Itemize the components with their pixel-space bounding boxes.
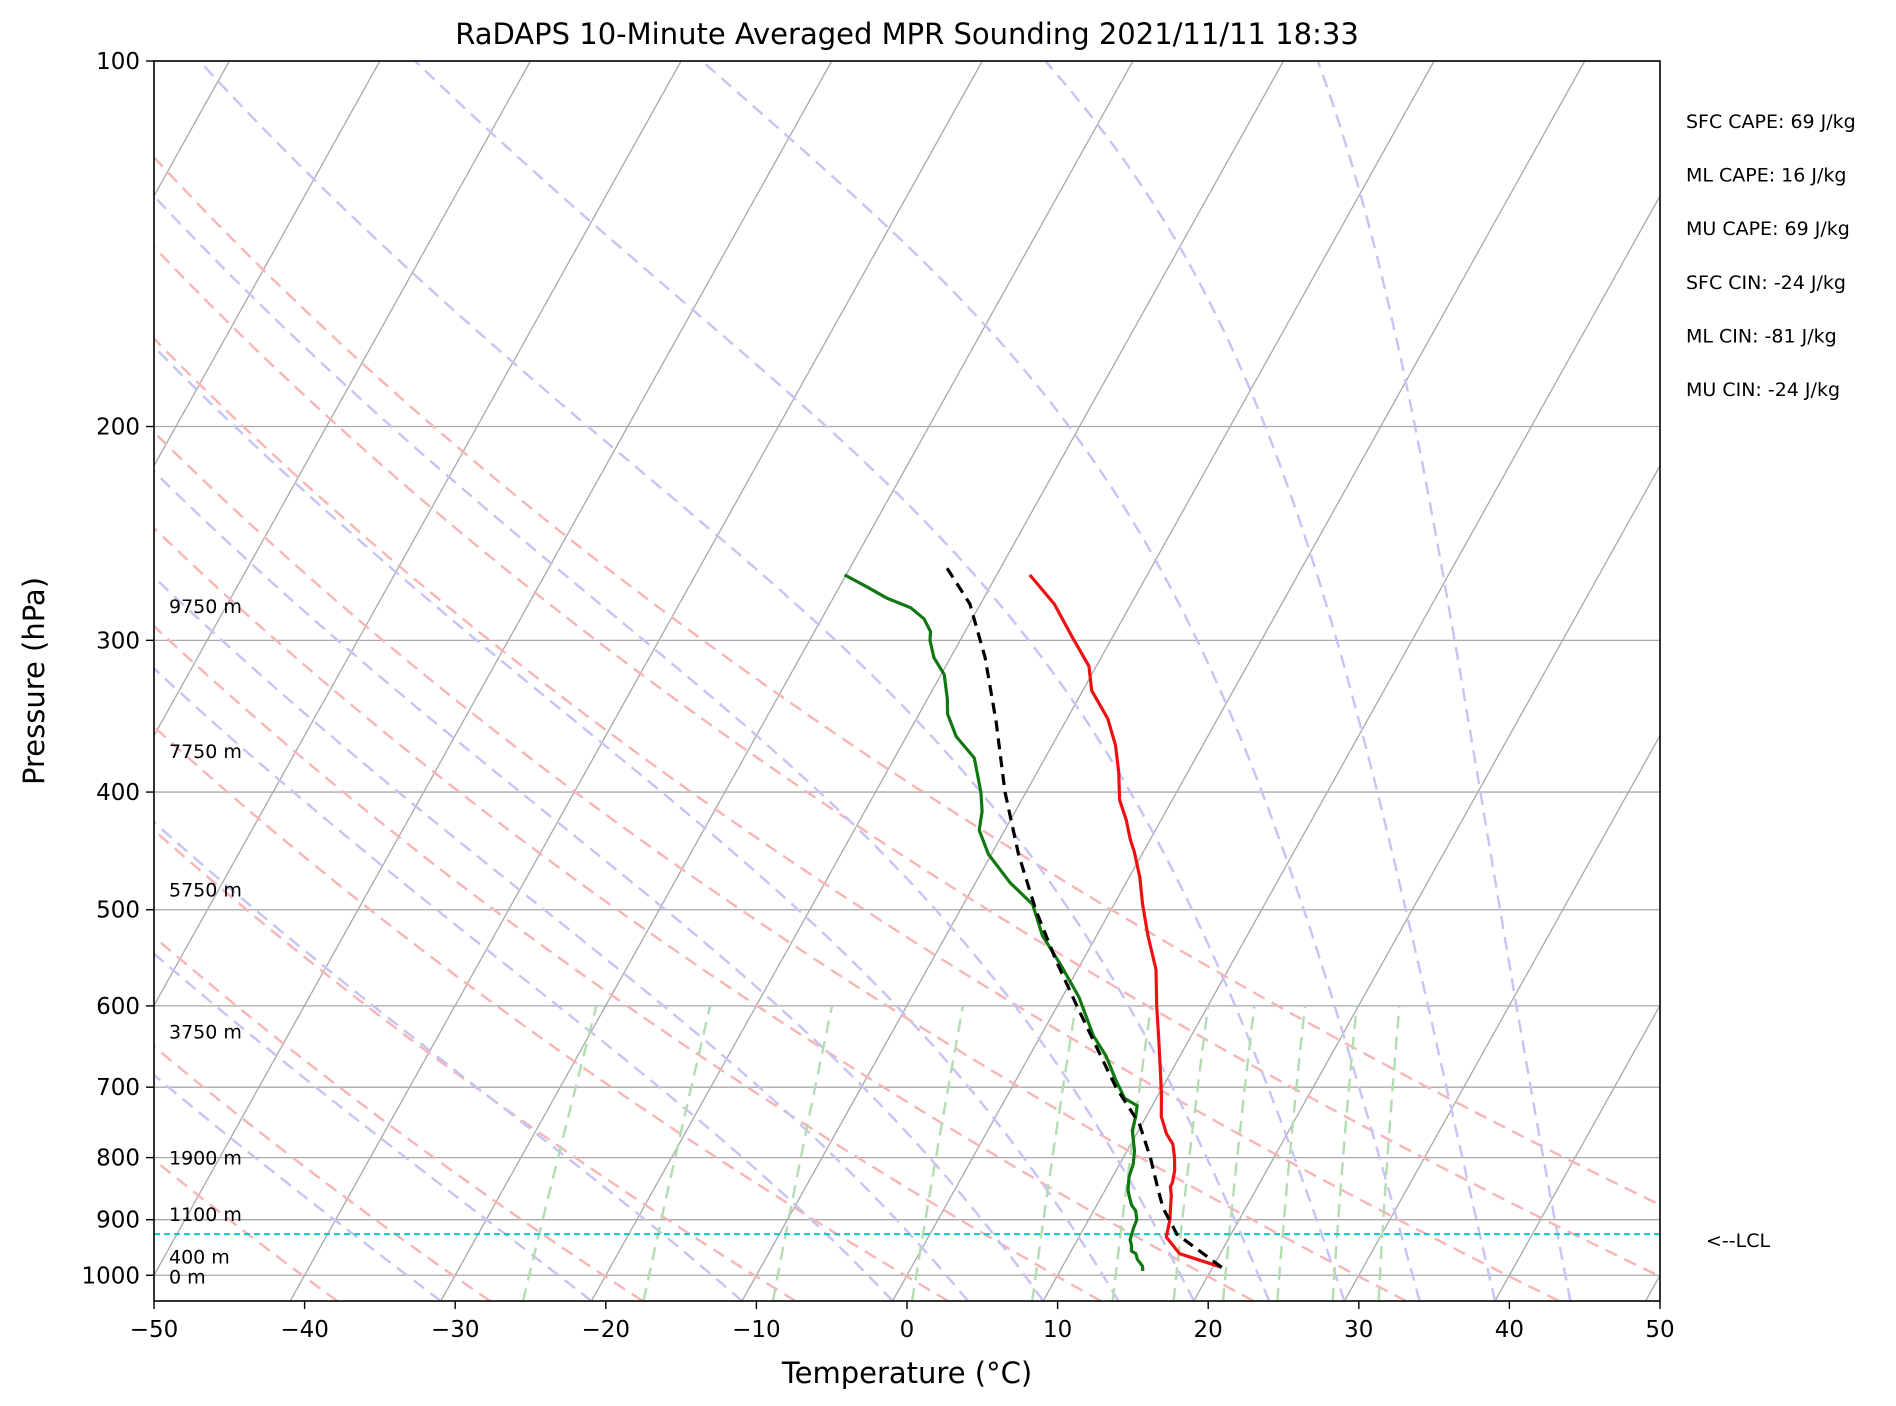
moist-adiabat-line: [154, 469, 1045, 1301]
parcel-profile-line: [943, 564, 1223, 1269]
x-tick-label: 30: [1344, 1317, 1373, 1343]
height-label: 3750 m: [169, 1022, 242, 1044]
lcl-label: <--LCL: [1706, 1230, 1770, 1252]
x-axis-title: Temperature (°C): [781, 1356, 1032, 1390]
moist-adiabat-line: [701, 61, 1421, 1301]
mixing-ratio-line: [1377, 1005, 1401, 1301]
y-tick-label: 900: [96, 1208, 140, 1234]
isotherm-line: [154, 61, 682, 1007]
mixing-ratio-line: [642, 1005, 712, 1301]
stability-index-label: ML CAPE: 16 J/kg: [1686, 165, 1846, 187]
moist-adiabat-line: [414, 61, 1346, 1301]
moist-adiabat-line: [154, 345, 1120, 1301]
height-label: 5750 m: [169, 879, 242, 901]
height-label: 1900 m: [169, 1148, 242, 1170]
height-label: 1100 m: [169, 1204, 242, 1226]
stability-index-label: MU CAPE: 69 J/kg: [1686, 218, 1850, 240]
stability-index-label: SFC CAPE: 69 J/kg: [1686, 111, 1856, 133]
moist-adiabat-line: [154, 194, 1195, 1301]
dry-adiabat-line: [154, 155, 1660, 1207]
y-tick-label: 200: [96, 415, 140, 441]
isotherm-line: [741, 61, 1435, 1301]
isotherm-line: [1494, 1004, 1660, 1301]
x-tick-label: 20: [1194, 1317, 1223, 1343]
mixing-ratio-line: [1331, 1005, 1358, 1301]
x-tick-label: −40: [280, 1317, 329, 1343]
moist-adiabat-line: [1316, 61, 1572, 1301]
x-tick-label: 40: [1495, 1317, 1524, 1343]
dry-adiabat-line: [154, 430, 1407, 1301]
mixing-ratio-line: [1111, 1005, 1153, 1301]
stability-index-label: ML CIN: -81 J/kg: [1686, 325, 1837, 347]
isotherm-line: [440, 61, 1134, 1301]
sounding-series: [154, 564, 1660, 1272]
isotherm-line: [590, 61, 1285, 1301]
dry-adiabat-line: [154, 935, 644, 1301]
moist-adiabat-line: [198, 61, 1271, 1301]
mixing-ratio-line: [910, 1005, 965, 1301]
moist-adiabat-line: [154, 820, 743, 1301]
mixing-ratio-line: [1031, 1005, 1077, 1301]
isotherm-line: [154, 61, 833, 1277]
y-tick-label: 700: [96, 1075, 140, 1101]
isotherm-line: [154, 61, 381, 468]
height-labels: 9750 m 7750 m 5750 m 3750 m 1900 m 1100 m 400 …: [169, 596, 242, 1288]
height-label: 400 m: [169, 1246, 230, 1268]
stability-index-label: SFC CIN: -24 J/kg: [1686, 272, 1846, 294]
x-tick-label: 0: [900, 1317, 915, 1343]
mixing-ratio-line: [1276, 1005, 1307, 1301]
y-axis-ticks: 100 200 300 400 500 600 700 800 900 1000: [81, 49, 154, 1289]
mixing-ratio-line: [1221, 1005, 1256, 1301]
dry-adiabat-line: [154, 1044, 491, 1301]
mixing-ratio-line: [771, 1005, 834, 1301]
moist-adiabat-line: [154, 952, 593, 1301]
dry-adiabat-line: [154, 526, 1255, 1301]
isotherm-line: [1193, 464, 1660, 1301]
x-tick-label: −30: [431, 1317, 480, 1343]
dry-adiabat-line: [154, 624, 1102, 1301]
height-label: 9750 m: [169, 596, 242, 618]
x-tick-label: 10: [1043, 1317, 1072, 1343]
background-lines: [154, 61, 1660, 1301]
x-tick-label: −20: [582, 1317, 631, 1343]
height-label: 0 m: [169, 1266, 206, 1288]
y-tick-label: 800: [96, 1146, 140, 1172]
moist-adiabat-line: [154, 575, 969, 1301]
y-tick-label: 500: [96, 898, 140, 924]
isotherm-line: [289, 61, 983, 1301]
dry-adiabat-line: [154, 336, 1560, 1301]
temperature-profile-line: [1028, 573, 1223, 1269]
isotherm-line: [1042, 194, 1660, 1301]
stability-index-label: MU CIN: -24 J/kg: [1686, 379, 1840, 401]
x-axis-ticks: −50 −40 −30 −20 −10 0 10 20 30 40 50: [130, 1301, 1675, 1343]
isotherm-line: [892, 61, 1586, 1301]
chart-title: RaDAPS 10-Minute Averaged MPR Sounding 2…: [455, 17, 1359, 51]
isotherm-line: [1343, 734, 1660, 1301]
isotherm-line: [154, 61, 532, 737]
dewpoint-profile-line: [843, 573, 1145, 1272]
y-tick-label: 600: [96, 994, 140, 1020]
dry-adiabat-line: [154, 725, 949, 1301]
x-tick-label: −50: [130, 1317, 179, 1343]
y-tick-label: 1000: [81, 1263, 140, 1289]
height-label: 7750 m: [169, 741, 242, 763]
mixing-ratio-line: [521, 1005, 598, 1301]
moist-adiabat-line: [1044, 61, 1497, 1301]
x-tick-label: 50: [1645, 1317, 1674, 1343]
y-tick-label: 300: [96, 628, 140, 654]
y-tick-label: 100: [96, 49, 140, 75]
x-tick-label: −10: [732, 1317, 781, 1343]
y-axis-title: Pressure (hPa): [17, 577, 51, 785]
y-tick-label: 400: [96, 780, 140, 806]
stability-indices: SFC CAPE: 69 J/kg ML CAPE: 16 J/kg MU CAPE…: [1686, 111, 1856, 401]
